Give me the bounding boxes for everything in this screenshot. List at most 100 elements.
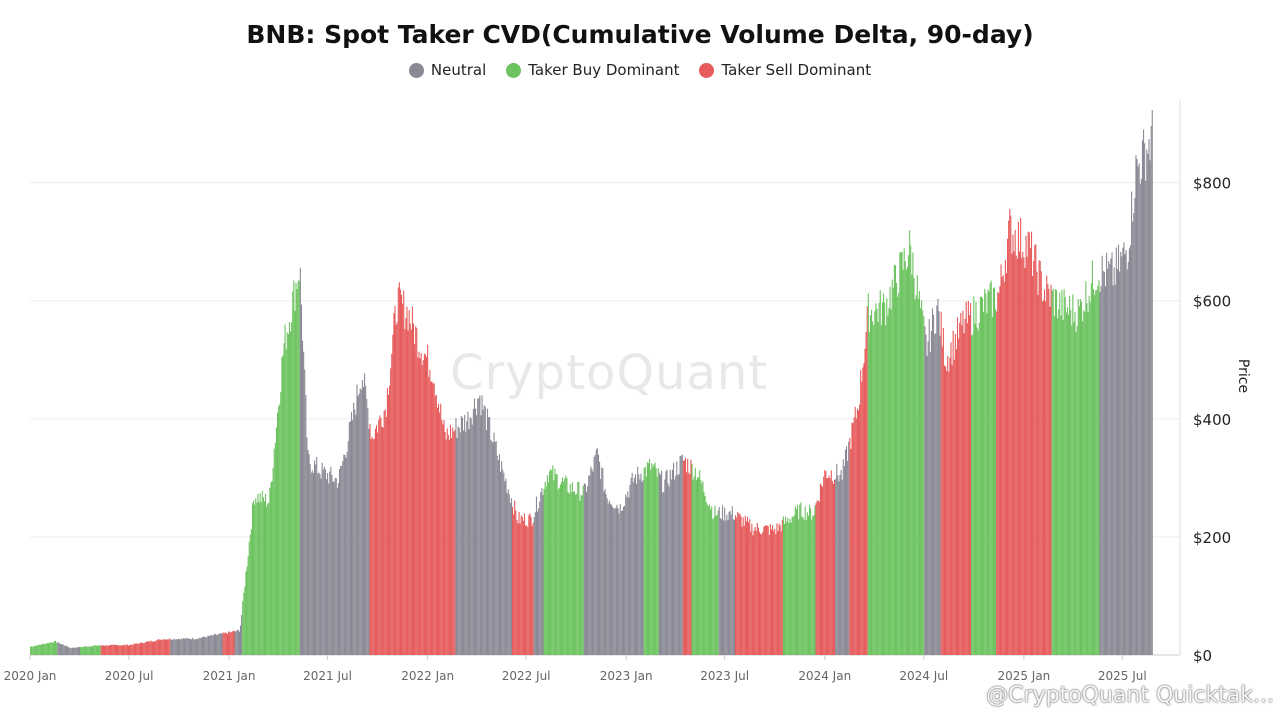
price-bar-neutral <box>238 631 240 655</box>
price-bar-taker-sell-dominant <box>526 525 528 655</box>
price-bar-neutral <box>630 477 632 655</box>
price-bar-neutral <box>1102 271 1104 655</box>
price-bar-neutral <box>173 638 175 655</box>
price-bar-taker-sell-dominant <box>1017 221 1019 656</box>
price-bar-taker-sell-dominant <box>773 530 775 655</box>
price-bar-taker-buy-dominant <box>647 463 650 655</box>
price-bar-neutral <box>71 648 73 655</box>
price-bar-taker-buy-dominant <box>984 288 986 655</box>
price-bar-taker-sell-dominant <box>954 334 956 655</box>
price-bar-neutral <box>599 461 601 655</box>
price-bar-neutral <box>540 492 542 655</box>
price-bar-neutral <box>927 341 929 655</box>
price-bar-taker-sell-dominant <box>156 640 158 655</box>
price-bar-taker-sell-dominant <box>454 430 456 655</box>
price-bar-taker-buy-dominant <box>713 517 715 655</box>
price-bar-neutral <box>1114 284 1116 655</box>
price-bar-neutral <box>632 482 634 655</box>
price-bar-taker-sell-dominant <box>109 645 111 655</box>
price-bar-taker-buy-dominant <box>279 404 281 655</box>
price-bar-neutral <box>509 503 511 655</box>
price-bar-taker-buy-dominant <box>917 298 919 655</box>
price-bar-taker-sell-dominant <box>864 348 866 655</box>
price-bar-taker-buy-dominant <box>579 500 581 655</box>
price-bar-neutral <box>939 335 941 655</box>
price-bar-taker-buy-dominant <box>813 515 815 655</box>
price-bar-taker-buy-dominant <box>868 332 870 655</box>
price-bar-taker-sell-dominant <box>739 513 741 655</box>
price-bar-taker-buy-dominant <box>807 515 810 655</box>
price-bar-taker-sell-dominant <box>394 305 396 655</box>
price-bar-taker-sell-dominant <box>834 479 836 655</box>
price-bar-neutral <box>729 510 731 655</box>
price-bar-taker-buy-dominant <box>1094 294 1096 655</box>
price-bar-taker-sell-dominant <box>224 632 226 655</box>
price-bar-neutral <box>205 636 207 655</box>
price-bar-neutral <box>1104 286 1107 655</box>
price-bar-neutral <box>723 520 725 655</box>
price-bar-taker-buy-dominant <box>244 586 246 655</box>
price-bar-taker-sell-dominant <box>397 287 399 655</box>
price-bar-taker-sell-dominant <box>966 323 968 655</box>
price-bar-taker-buy-dominant <box>242 601 244 655</box>
price-bar-taker-sell-dominant <box>774 528 776 655</box>
price-bar-taker-buy-dominant <box>570 492 572 655</box>
price-bar-taker-sell-dominant <box>146 641 148 655</box>
price-bar-taker-buy-dominant <box>879 290 881 655</box>
price-bar-neutral <box>1141 140 1144 655</box>
price-bar-neutral <box>624 505 626 655</box>
legend-item-taker-buy[interactable]: Taker Buy Dominant <box>506 61 679 79</box>
price-bar-neutral <box>181 638 183 655</box>
price-bar-neutral <box>220 633 222 655</box>
price-bar-taker-sell-dominant <box>690 459 692 655</box>
price-bar-neutral <box>1140 178 1142 656</box>
price-bar-neutral <box>323 466 325 655</box>
price-bar-taker-buy-dominant <box>656 476 658 655</box>
price-bar-neutral <box>668 486 670 655</box>
price-bar-neutral <box>357 395 359 655</box>
price-bar-taker-sell-dominant <box>142 643 144 655</box>
price-bar-taker-sell-dominant <box>751 523 753 655</box>
price-bar-taker-buy-dominant <box>988 291 990 655</box>
price-bar-taker-sell-dominant <box>946 370 948 655</box>
price-bar-taker-buy-dominant <box>281 357 283 655</box>
price-bar-neutral <box>344 455 346 655</box>
price-bar-taker-sell-dominant <box>371 436 373 655</box>
price-bar-neutral <box>591 468 593 655</box>
price-bar-neutral <box>183 638 185 655</box>
price-bar-neutral <box>177 638 180 655</box>
price-bar-taker-buy-dominant <box>887 315 889 655</box>
price-bar-neutral <box>469 417 471 655</box>
price-bar-neutral <box>1099 291 1101 655</box>
price-bar-neutral <box>537 511 539 655</box>
price-bar-taker-buy-dominant <box>40 644 42 655</box>
price-bar-neutral <box>57 642 59 655</box>
price-bar-neutral <box>335 478 337 655</box>
price-bar-taker-buy-dominant <box>655 468 657 655</box>
price-bar-taker-sell-dominant <box>860 369 862 655</box>
price-bar-neutral <box>497 459 499 655</box>
price-bar-taker-buy-dominant <box>246 566 248 655</box>
price-bar-taker-buy-dominant <box>98 645 100 655</box>
price-bar-neutral <box>510 498 512 655</box>
price-bar-taker-sell-dominant <box>115 645 118 655</box>
legend-item-taker-sell[interactable]: Taker Sell Dominant <box>699 61 871 79</box>
price-bar-neutral <box>234 631 236 655</box>
price-bar-neutral <box>633 477 635 655</box>
legend-item-neutral[interactable]: Neutral <box>408 61 486 79</box>
price-bar-taker-buy-dominant <box>972 334 974 655</box>
price-bar-taker-sell-dominant <box>121 645 123 655</box>
price-bar-taker-buy-dominant <box>916 275 918 655</box>
price-bar-taker-sell-dominant <box>516 519 518 655</box>
price-bar-neutral <box>459 432 461 655</box>
price-bar-neutral <box>72 647 74 655</box>
price-bar-taker-sell-dominant <box>855 418 857 655</box>
price-bar-neutral <box>1138 163 1140 655</box>
price-bar-taker-buy-dominant <box>267 503 269 655</box>
price-bar-taker-buy-dominant <box>1098 280 1100 655</box>
price-bar-neutral <box>1150 125 1152 655</box>
price-bar-taker-sell-dominant <box>401 294 403 655</box>
price-bar-neutral <box>312 473 314 655</box>
price-bar-taker-sell-dominant <box>452 427 454 655</box>
price-bar-neutral <box>620 510 622 655</box>
